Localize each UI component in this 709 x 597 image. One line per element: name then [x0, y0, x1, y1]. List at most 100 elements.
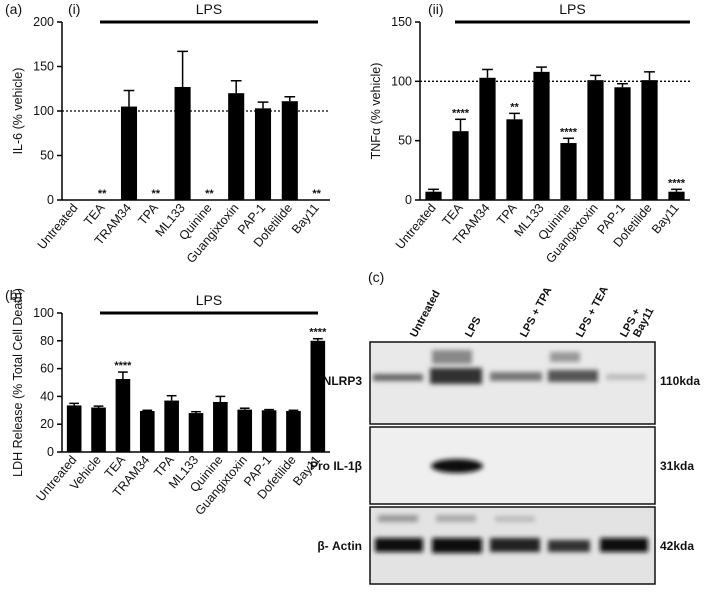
- bar: [641, 80, 658, 200]
- bar: [213, 401, 228, 452]
- lane-label: Untreated: [408, 288, 443, 339]
- bar: [139, 410, 155, 452]
- error-bar: [177, 50, 188, 87]
- blot-box: [369, 341, 656, 425]
- bar: [479, 77, 496, 200]
- error-bar: [239, 407, 250, 410]
- significance: **: [205, 188, 214, 200]
- y-tick-label: 0: [405, 193, 412, 207]
- y-tick-label: 150: [391, 15, 412, 29]
- y-tick-label: 50: [398, 134, 412, 148]
- error-bar: [257, 101, 269, 109]
- error-bar: [590, 74, 601, 81]
- bar: [286, 410, 301, 452]
- bar: [560, 143, 577, 200]
- y-tick-label: 0: [47, 193, 54, 207]
- x-tick-label: Bay11: [649, 201, 682, 236]
- error-bar: [671, 188, 682, 192]
- lane-label: LPS + TPA: [518, 285, 554, 339]
- bar: [188, 413, 204, 452]
- error-bar: [482, 68, 493, 78]
- y-tick-label: 20: [40, 417, 54, 431]
- y-axis-label: IL-6 (% vehicle): [11, 68, 25, 155]
- error-bar: [428, 188, 439, 192]
- significance: ****: [309, 327, 327, 339]
- annotation: LPS: [196, 292, 222, 308]
- bar: [261, 410, 277, 452]
- bar: [254, 108, 272, 200]
- y-tick-label: 0: [47, 445, 54, 459]
- bar: [425, 191, 442, 200]
- error-bar: [142, 409, 153, 412]
- significance: ****: [452, 107, 470, 119]
- bar: [614, 87, 631, 200]
- x-tick-label: Untreated: [35, 201, 81, 252]
- error-bar: [455, 118, 466, 132]
- error-bar: [644, 71, 655, 81]
- subtitle: (ii): [428, 1, 444, 17]
- error-bar: [118, 371, 128, 380]
- significance: **: [312, 188, 321, 200]
- significance: **: [98, 188, 107, 200]
- annotation: LPS: [559, 1, 585, 17]
- error-bar: [123, 89, 135, 107]
- panel-label: (c): [368, 269, 384, 285]
- bar: [587, 80, 604, 200]
- bar: [281, 101, 298, 200]
- error-bar: [69, 402, 80, 406]
- error-bar: [230, 79, 242, 94]
- subtitle: (i): [68, 1, 80, 17]
- error-bar: [617, 82, 628, 88]
- bar: [228, 93, 245, 200]
- error-bar: [312, 337, 323, 341]
- error-bar: [264, 408, 274, 411]
- bar: [506, 119, 523, 200]
- bar: [174, 86, 191, 200]
- y-axis-label: TNFα (% vehicle): [369, 63, 383, 160]
- annotation: LPS: [196, 1, 222, 17]
- error-bar: [509, 112, 520, 120]
- error-bar: [563, 137, 574, 144]
- bar: [668, 191, 685, 200]
- y-tick-label: 100: [33, 104, 54, 118]
- bar: [66, 405, 82, 452]
- error-bar: [284, 96, 296, 102]
- bar: [310, 340, 326, 452]
- significance: ****: [114, 360, 132, 372]
- panel-label: (b): [5, 287, 22, 303]
- bands: [373, 350, 648, 553]
- size-label: 31kda: [660, 459, 694, 473]
- panel-label: (a): [5, 1, 22, 17]
- x-tick-label: Bay11: [289, 201, 322, 236]
- bar: [237, 409, 253, 452]
- y-tick-label: 200: [33, 15, 54, 29]
- bar: [120, 106, 138, 200]
- size-label: 110kda: [660, 374, 700, 388]
- error-bar: [166, 394, 177, 401]
- lane-label: LPS: [463, 315, 484, 340]
- x-tick-label: Untreated: [393, 201, 439, 252]
- blot-box: [369, 426, 656, 505]
- bar: [533, 71, 550, 200]
- row-label: β- Actin: [317, 539, 362, 553]
- blot-panel: (c) Untreated LPS LPS + TPA LPS + TEA LPS +B…: [310, 269, 700, 585]
- y-tick-label: 100: [391, 74, 412, 88]
- bar: [91, 407, 106, 452]
- row-label: Pro IL-1β: [310, 459, 362, 473]
- significance: ****: [668, 177, 686, 189]
- y-tick-label: 100: [33, 306, 54, 320]
- error-bar: [536, 66, 547, 72]
- significance: ****: [560, 126, 578, 138]
- lane-label: LPS + TEA: [574, 284, 611, 339]
- row-label: NLRP3: [323, 374, 363, 388]
- y-axis-label: LDH Release (% Total Cell Death): [11, 288, 25, 477]
- significance: **: [152, 188, 161, 200]
- y-tick-label: 50: [40, 149, 54, 163]
- error-bar: [215, 395, 226, 402]
- y-tick-label: 80: [40, 334, 54, 348]
- error-bar: [288, 409, 299, 412]
- bar: [452, 131, 469, 200]
- significance: **: [510, 101, 519, 113]
- error-bar: [93, 405, 104, 408]
